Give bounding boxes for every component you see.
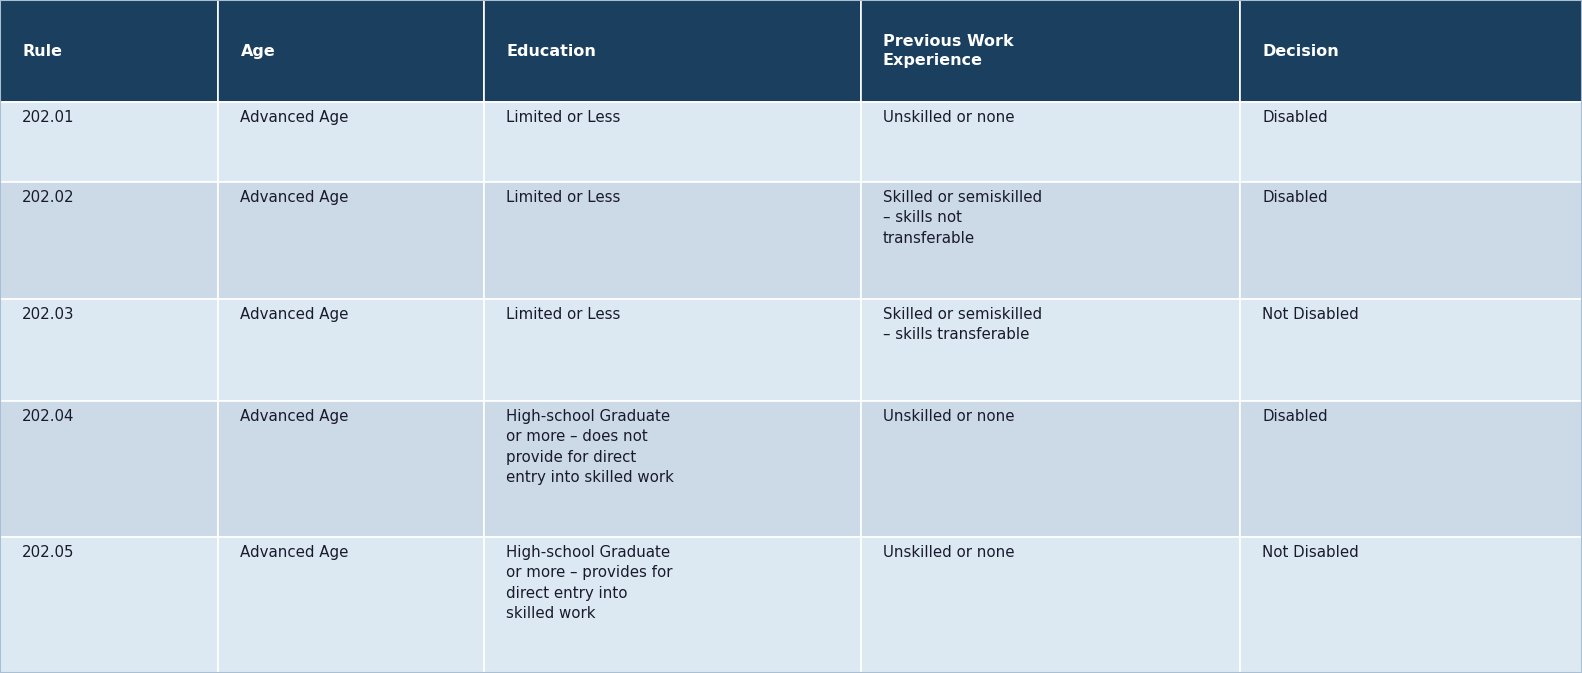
Bar [0, 401, 218, 537]
Bar [861, 102, 1240, 182]
Text: Advanced Age: Advanced Age [240, 307, 350, 322]
Bar [861, 299, 1240, 401]
Text: Skilled or semiskilled
– skills transferable: Skilled or semiskilled – skills transfer… [883, 307, 1043, 343]
Text: Limited or Less: Limited or Less [506, 190, 620, 205]
Bar [861, 401, 1240, 537]
Text: 202.03: 202.03 [22, 307, 74, 322]
Bar [218, 299, 484, 401]
Text: Not Disabled: Not Disabled [1262, 545, 1359, 560]
Bar [484, 401, 861, 537]
Bar [861, 182, 1240, 299]
Bar [218, 102, 484, 182]
Text: Advanced Age: Advanced Age [240, 190, 350, 205]
Text: Previous Work
Experience: Previous Work Experience [883, 34, 1014, 68]
Text: Age: Age [240, 44, 275, 59]
Text: Limited or Less: Limited or Less [506, 110, 620, 125]
Bar [0, 299, 218, 401]
Bar [1240, 401, 1582, 537]
Text: Education: Education [506, 44, 596, 59]
Text: Unskilled or none: Unskilled or none [883, 110, 1014, 125]
Text: High-school Graduate
or more – does not
provide for direct
entry into skilled wo: High-school Graduate or more – does not … [506, 409, 674, 485]
Text: Disabled: Disabled [1262, 190, 1327, 205]
Text: Disabled: Disabled [1262, 409, 1327, 424]
Text: Unskilled or none: Unskilled or none [883, 409, 1014, 424]
Text: Unskilled or none: Unskilled or none [883, 545, 1014, 560]
Text: Not Disabled: Not Disabled [1262, 307, 1359, 322]
Bar [1240, 299, 1582, 401]
Bar [0, 182, 218, 299]
Text: Skilled or semiskilled
– skills not
transferable: Skilled or semiskilled – skills not tran… [883, 190, 1043, 246]
Text: Advanced Age: Advanced Age [240, 545, 350, 560]
Bar [0, 0, 218, 102]
Bar [1240, 537, 1582, 673]
Text: Decision: Decision [1262, 44, 1340, 59]
Text: 202.02: 202.02 [22, 190, 74, 205]
Bar [0, 102, 218, 182]
Text: 202.04: 202.04 [22, 409, 74, 424]
Bar [484, 537, 861, 673]
Bar [484, 0, 861, 102]
Text: High-school Graduate
or more – provides for
direct entry into
skilled work: High-school Graduate or more – provides … [506, 545, 672, 621]
Bar [218, 182, 484, 299]
Bar [861, 537, 1240, 673]
Text: Limited or Less: Limited or Less [506, 307, 620, 322]
Bar [1240, 182, 1582, 299]
Bar [218, 537, 484, 673]
Bar [861, 0, 1240, 102]
Text: Advanced Age: Advanced Age [240, 409, 350, 424]
Bar [484, 102, 861, 182]
Bar [0, 537, 218, 673]
Bar [1240, 102, 1582, 182]
Bar [484, 182, 861, 299]
Text: Rule: Rule [22, 44, 62, 59]
Bar [218, 401, 484, 537]
Bar [218, 0, 484, 102]
Text: 202.05: 202.05 [22, 545, 74, 560]
Bar [484, 299, 861, 401]
Bar [1240, 0, 1582, 102]
Text: Advanced Age: Advanced Age [240, 110, 350, 125]
Text: Disabled: Disabled [1262, 110, 1327, 125]
Text: 202.01: 202.01 [22, 110, 74, 125]
